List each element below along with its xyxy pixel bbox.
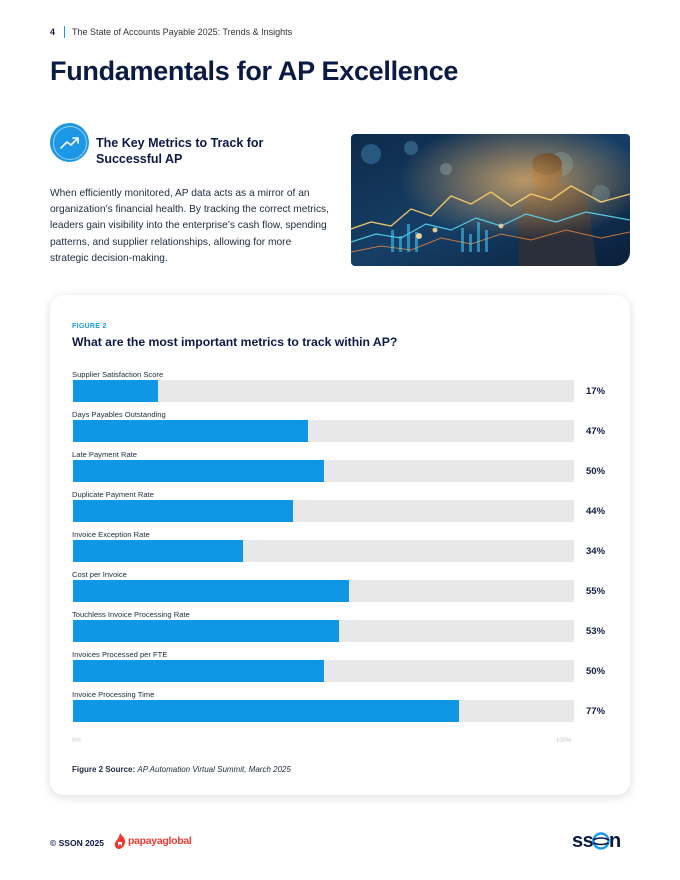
bar-track <box>73 380 574 402</box>
bar-label: Invoice Exception Rate <box>72 530 150 539</box>
bar-track <box>73 580 574 602</box>
axis-max-label: 100% <box>556 738 572 744</box>
bar-value-label: 47% <box>586 426 606 437</box>
bar-fill <box>73 460 324 482</box>
bar-label: Touchless Invoice Processing Rate <box>72 610 190 619</box>
bar-label: Days Payables Outstanding <box>72 410 166 419</box>
bar-fill <box>73 620 339 642</box>
bar-track <box>73 540 574 562</box>
bar-label: Late Payment Rate <box>72 450 138 459</box>
bar-row: Invoice Processing Time 77% <box>72 690 612 726</box>
bar-value-label: 50% <box>586 666 606 677</box>
page-number: 4 <box>50 27 56 37</box>
bar-row: Late Payment Rate 50% <box>72 450 612 486</box>
trending-up-icon <box>59 136 79 149</box>
hero-image <box>351 134 630 266</box>
figure-label: FIGURE 2 <box>72 323 107 330</box>
intro-paragraph: When efficiently monitored, AP data acts… <box>50 188 329 264</box>
bar-fill <box>73 380 158 402</box>
papaya-wordmark: papayaglobal <box>128 835 192 847</box>
bar-value-label: 77% <box>586 706 606 717</box>
bar-row: Invoices Processed per FTE 50% <box>72 650 612 686</box>
figure-source: Figure 2 Source: AP Automation Virtual S… <box>72 765 291 774</box>
copyright: © SSON 2025 <box>50 838 104 848</box>
source-text: AP Automation Virtual Summit, March 2025 <box>137 765 291 774</box>
bar-track <box>73 500 574 522</box>
bar-fill <box>73 580 349 602</box>
figure-card: FIGURE 2 What are the most important met… <box>50 295 630 795</box>
bar-value-label: 50% <box>586 466 606 477</box>
papaya-global-logo: papayaglobal <box>114 833 192 849</box>
chart-title: What are the most important metrics to t… <box>72 335 398 349</box>
bar-label: Cost per Invoice <box>72 570 127 579</box>
bar-value-label: 44% <box>586 506 606 517</box>
page-header: 4 The State of Accounts Payable 2025: Tr… <box>50 26 292 38</box>
sson-logo: ss n <box>572 830 621 852</box>
svg-text:n: n <box>609 830 621 852</box>
bar-fill <box>73 540 243 562</box>
section-badge <box>50 123 89 162</box>
bar-track <box>73 660 574 682</box>
bar-row: Invoice Exception Rate 34% <box>72 530 612 566</box>
bar-value-label: 17% <box>586 386 606 397</box>
svg-text:ss: ss <box>572 830 594 852</box>
page-title: Fundamentals for AP Excellence <box>50 56 459 86</box>
bar-fill <box>73 660 324 682</box>
section-title: The Key Metrics to Track for Successful … <box>96 136 264 166</box>
papaya-flame-icon <box>114 833 126 849</box>
bar-track <box>73 460 574 482</box>
bar-fill <box>73 500 293 522</box>
bar-label: Invoices Processed per FTE <box>72 650 168 659</box>
bar-track <box>73 420 574 442</box>
bar-label: Duplicate Payment Rate <box>72 490 154 499</box>
bar-value-label: 55% <box>586 586 606 597</box>
bar-label: Invoice Processing Time <box>72 690 155 699</box>
header-divider <box>64 26 66 38</box>
bar-row: Touchless Invoice Processing Rate 53% <box>72 610 612 646</box>
bar-fill <box>73 700 459 722</box>
bar-row: Duplicate Payment Rate 44% <box>72 490 612 526</box>
bar-row: Cost per Invoice 55% <box>72 570 612 606</box>
bar-label: Supplier Satisfaction Score <box>72 370 164 379</box>
bar-fill <box>73 420 308 442</box>
bar-track <box>73 700 574 722</box>
axis-min-label: 0% <box>72 738 81 744</box>
bar-row: Days Payables Outstanding 47% <box>72 410 612 446</box>
bar-track <box>73 620 574 642</box>
report-title: The State of Accounts Payable 2025: Tren… <box>72 27 293 37</box>
bar-row: Supplier Satisfaction Score 17% <box>72 370 612 406</box>
bar-value-label: 34% <box>586 546 606 557</box>
source-label: Figure 2 Source: <box>72 765 136 774</box>
bar-value-label: 53% <box>586 626 606 637</box>
